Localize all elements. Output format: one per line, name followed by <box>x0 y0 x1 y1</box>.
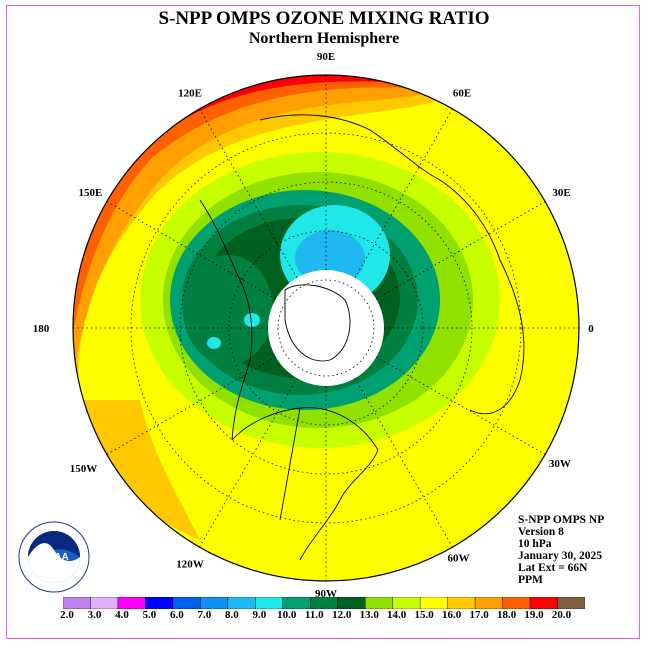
meridian-line <box>199 378 298 548</box>
info-date: January 30, 2025 <box>518 550 603 562</box>
longitude-label: 0 <box>588 323 594 335</box>
colorbar-swatch <box>310 597 338 609</box>
colorbar-tick-label: 20.0 <box>551 609 572 621</box>
colorbar <box>63 597 585 609</box>
colorbar-swatch <box>200 597 229 609</box>
colorbar-swatch <box>419 597 448 609</box>
longitude-label: 30E <box>552 187 570 199</box>
colorbar-tick-label: 9.0 <box>252 609 267 621</box>
coastlines <box>199 114 525 561</box>
colorbar-tick-label: 18.0 <box>496 609 517 621</box>
colorbar-tick-label: 5.0 <box>142 609 157 621</box>
colorbar-tick-label: 13.0 <box>359 609 379 621</box>
colorbar-tick-label: 4.0 <box>115 609 129 621</box>
meridian-line <box>106 201 276 300</box>
colorbar-swatch <box>474 597 503 609</box>
meridian-line <box>106 356 276 455</box>
longitude-label: 150W <box>70 463 98 475</box>
latitude-circles <box>130 132 522 524</box>
colorbar-tick-label: 8.0 <box>224 609 239 621</box>
colorbar-swatch <box>63 597 91 609</box>
colorbar-tick-label: 17.0 <box>469 609 489 621</box>
longitude-label: 180 <box>33 323 50 335</box>
colorbar-tick-label: 10.0 <box>277 609 297 621</box>
noaa-logo: NOAA <box>18 521 90 593</box>
ozone-field <box>73 75 579 581</box>
longitude-label: 60E <box>453 87 471 99</box>
colorbar-swatch <box>117 597 146 609</box>
info-lat-ext: Lat Ext = 66N <box>518 562 588 574</box>
longitude-label: 60W <box>448 552 470 564</box>
map-boundary <box>72 74 580 582</box>
meridian-line <box>354 108 453 278</box>
colorbar-swatch <box>90 597 119 609</box>
noaa-logo-text: NOAA <box>39 552 68 563</box>
longitude-label: 120E <box>178 87 202 99</box>
colorbar-tick-label: 16.0 <box>442 609 462 621</box>
colorbar-tick-label: 15.0 <box>414 609 434 621</box>
colorbar-tick-label: 19.0 <box>524 609 544 621</box>
meridian-lines <box>73 75 579 581</box>
figure-title: S-NPP OMPS OZONE MIXING RATIO <box>158 8 490 29</box>
colorbar-swatch <box>145 597 174 609</box>
colorbar-tick-label: 7.0 <box>197 609 212 621</box>
colorbar-swatch <box>447 597 476 609</box>
info-instrument: S-NPP OMPS NP <box>518 514 605 526</box>
colorbar-swatch <box>172 597 201 609</box>
meridian-line <box>354 378 453 548</box>
meridian-line <box>199 108 298 278</box>
colorbar-swatch <box>282 597 311 609</box>
figure-frame <box>6 5 640 639</box>
longitude-label: 90E <box>317 51 335 63</box>
meridian-line <box>376 356 546 455</box>
meridian-line <box>376 201 546 300</box>
polar-gap <box>268 270 384 386</box>
colorbar-tick-label: 3.0 <box>87 609 102 621</box>
longitude-label: 30W <box>549 458 571 470</box>
colorbar-swatch <box>502 597 531 609</box>
info-level: 10 hPa <box>518 538 552 550</box>
colorbar-swatch <box>337 597 366 609</box>
colorbar-tick-label: 6.0 <box>170 609 184 621</box>
colorbar-swatch <box>227 597 256 609</box>
info-version: Version 8 <box>518 526 564 538</box>
colorbar-tick-label: 11.0 <box>304 609 324 621</box>
info-units: PPM <box>518 574 543 586</box>
colorbar-tick-label: 14.0 <box>387 609 407 621</box>
colorbar-swatch <box>255 597 283 609</box>
figure-subtitle: Northern Hemisphere <box>248 30 400 47</box>
longitude-label: 120W <box>176 559 204 571</box>
colorbar-swatch <box>529 597 558 609</box>
longitude-label: 150E <box>79 187 103 199</box>
colorbar-swatch <box>557 597 585 609</box>
colorbar-tick-label: 12.0 <box>332 609 352 621</box>
colorbar-tick-label: 2.0 <box>60 609 74 621</box>
colorbar-swatch <box>365 597 393 609</box>
colorbar-swatch <box>392 597 421 609</box>
